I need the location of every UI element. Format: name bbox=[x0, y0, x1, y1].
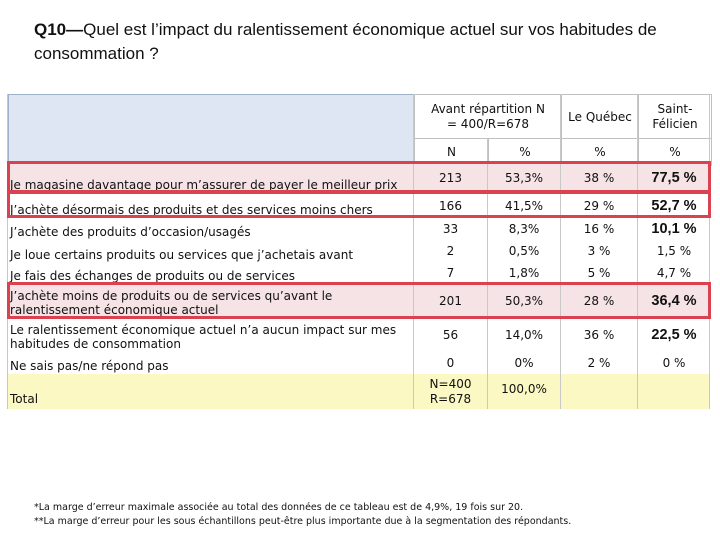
total-saint bbox=[638, 374, 710, 409]
footnote-2: **La marge d’erreur pour les sous échant… bbox=[34, 516, 572, 527]
question-number: Q10— bbox=[34, 20, 84, 39]
row-label: Je magasine davantage pour m’assurer de … bbox=[8, 164, 413, 192]
footnote-1: *La marge d’erreur maximale associée au … bbox=[34, 502, 524, 513]
total-pct: 100,0% bbox=[488, 374, 560, 409]
cell-n: 201 bbox=[414, 284, 487, 317]
cell-pct: 53,3% bbox=[488, 164, 560, 192]
cell-pct: 41,5% bbox=[504, 198, 544, 213]
grid-line bbox=[560, 94, 561, 409]
cell-n: 7 bbox=[446, 266, 455, 280]
cell-pct: 14,0% bbox=[504, 327, 544, 342]
grid-line bbox=[7, 94, 8, 409]
row-label: Je fais des échanges de produits ou de s… bbox=[10, 269, 295, 283]
grid-line bbox=[487, 138, 488, 409]
cell-saint: 10,1 % bbox=[651, 220, 697, 237]
cell-saint: 1,5 % bbox=[656, 244, 692, 258]
table-header-blank bbox=[8, 94, 415, 166]
row-label: Le ralentissement économique actuel n’a … bbox=[10, 323, 397, 351]
sub-header-n: N bbox=[414, 138, 489, 166]
col-header-quebec: Le Québec bbox=[561, 94, 639, 140]
cell-n: 2 bbox=[446, 244, 455, 258]
cell-n: 33 bbox=[442, 221, 459, 236]
row-label: Ne sais pas/ne répond pas bbox=[10, 359, 169, 373]
cell-n: 56 bbox=[442, 327, 459, 342]
row-label: J’achète moins de produits ou de service… bbox=[8, 284, 413, 317]
cell-quebec: 28 % bbox=[561, 284, 637, 317]
col-header-avant: Avant répartition N = 400/R=678 bbox=[414, 94, 562, 140]
cell-pct: 50,3% bbox=[488, 284, 560, 317]
row-label: Je loue certains produits ou services qu… bbox=[10, 248, 354, 262]
cell-saint: 22,5 % bbox=[651, 326, 697, 343]
cell-quebec: 16 % bbox=[583, 221, 615, 236]
total-n: N=400 R=678 bbox=[414, 374, 487, 409]
sub-header-saint-pct: % bbox=[638, 138, 712, 166]
cell-saint: 0 % bbox=[662, 355, 686, 370]
cell-pct: 0,5% bbox=[508, 244, 540, 258]
cell-n: 166 bbox=[439, 198, 462, 213]
row-label: J’achète désormais des produits et des s… bbox=[10, 203, 373, 217]
grid-line bbox=[413, 94, 414, 409]
cell-quebec: 29 % bbox=[583, 198, 615, 213]
row-label: J’achète des produits d’occasion/usagés bbox=[10, 225, 251, 239]
cell-saint: 52,7 % bbox=[651, 197, 697, 214]
grid-line bbox=[709, 94, 710, 409]
cell-pct: 8,3% bbox=[508, 221, 540, 236]
col-header-saint-felicien: Saint-Félicien bbox=[638, 94, 712, 140]
cell-pct: 0% bbox=[514, 355, 534, 370]
cell-quebec: 5 % bbox=[587, 266, 611, 280]
grid-line bbox=[637, 94, 638, 409]
page-title: Q10—Quel est l’impact du ralentissement … bbox=[34, 18, 694, 66]
total-quebec bbox=[561, 374, 637, 409]
cell-saint: 77,5 % bbox=[638, 164, 710, 192]
cell-quebec: 3 % bbox=[587, 244, 611, 258]
question-text: Quel est l’impact du ralentissement écon… bbox=[34, 20, 657, 63]
cell-quebec: 38 % bbox=[561, 164, 637, 192]
cell-pct: 1,8% bbox=[508, 266, 540, 280]
cell-quebec: 36 % bbox=[583, 327, 615, 342]
sub-header-quebec-pct: % bbox=[561, 138, 639, 166]
total-label: Total bbox=[8, 374, 413, 409]
cell-n: 213 bbox=[414, 164, 487, 192]
cell-saint: 36,4 % bbox=[638, 284, 710, 317]
cell-saint: 4,7 % bbox=[656, 266, 692, 280]
cell-n: 0 bbox=[446, 355, 455, 370]
cell-quebec: 2 % bbox=[587, 355, 611, 370]
sub-header-pct: % bbox=[488, 138, 562, 166]
